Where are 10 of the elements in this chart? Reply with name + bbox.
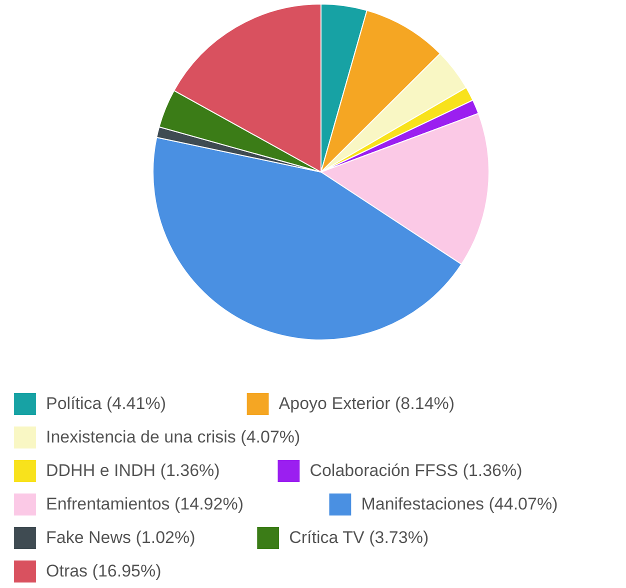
legend-label: Crítica TV (3.73%) [289, 528, 429, 547]
legend-label: Política (4.41%) [46, 394, 166, 413]
legend-label: Inexistencia de una crisis (4.07%) [46, 428, 300, 446]
legend-label: Enfrentamientos (14.92%) [46, 494, 244, 514]
legend-label: Fake News (1.02%) [46, 528, 196, 547]
legend-label: Manifestaciones (44.07%) [361, 494, 558, 514]
legend-label: Apoyo Exterior (8.14%) [278, 394, 455, 413]
legend-label: DDHH e INDH (1.36%) [46, 461, 220, 480]
legend-label: Colaboración FFSS (1.36%) [310, 461, 522, 480]
legend-label: Otras (16.95%) [46, 562, 162, 580]
